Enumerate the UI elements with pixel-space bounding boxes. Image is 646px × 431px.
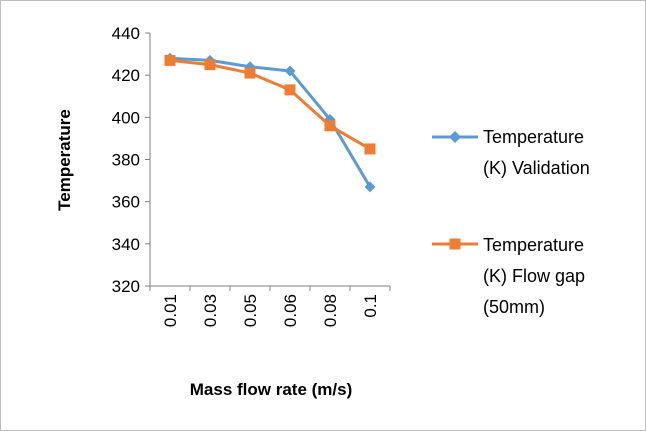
data-point-square — [204, 59, 216, 71]
data-point-square — [164, 54, 176, 66]
y-tick-label: 400 — [112, 108, 140, 127]
x-tick-label: 0.05 — [241, 294, 260, 327]
data-point-square — [324, 120, 336, 132]
legend-marker-diamond — [449, 131, 461, 143]
legend-item-flow-gap: Temperature (K) Flow gap (50mm) — [432, 235, 585, 317]
data-point-square — [284, 84, 296, 96]
y-tick-label: 380 — [112, 151, 140, 170]
legend-label-validation-line1: Temperature — [483, 127, 584, 147]
legend: Temperature (K) Validation Temperature (… — [432, 127, 590, 317]
data-point-diamond — [364, 181, 376, 193]
x-tick-label: 0.08 — [321, 294, 340, 327]
y-axis-ticks: 440 420 400 380 360 340 320 — [112, 24, 150, 296]
series-flow-gap — [164, 54, 376, 155]
x-tick-label: 0.1 — [361, 294, 380, 318]
legend-item-validation: Temperature (K) Validation — [432, 127, 590, 178]
y-tick-label: 340 — [112, 235, 140, 254]
x-tick-label: 0.03 — [201, 294, 220, 327]
x-tick-label: 0.06 — [281, 294, 300, 327]
y-tick-label: 440 — [112, 24, 140, 43]
x-axis-title: Mass flow rate (m/s) — [190, 380, 353, 399]
series-validation — [164, 52, 376, 193]
data-point-square — [364, 143, 376, 155]
series-layer — [164, 52, 376, 193]
x-axis-ticks: 0.01 0.03 0.05 0.06 0.08 0.1 — [149, 286, 391, 327]
data-point-square — [244, 67, 256, 79]
legend-label-validation-line2: (K) Validation — [483, 158, 590, 178]
y-tick-label: 320 — [112, 277, 140, 296]
legend-marker-square — [449, 238, 461, 250]
legend-label-flow-gap-line1: Temperature — [483, 235, 584, 255]
y-tick-label: 360 — [112, 193, 140, 212]
legend-label-flow-gap-line2: (K) Flow gap — [483, 266, 585, 286]
y-tick-label: 420 — [112, 66, 140, 85]
y-axis-title: Temperature — [55, 109, 74, 211]
legend-label-flow-gap-line3: (50mm) — [483, 297, 545, 317]
x-tick-label: 0.01 — [161, 294, 180, 327]
series-line — [169, 56, 372, 188]
data-point-diamond — [284, 65, 296, 77]
series-line — [169, 58, 371, 151]
